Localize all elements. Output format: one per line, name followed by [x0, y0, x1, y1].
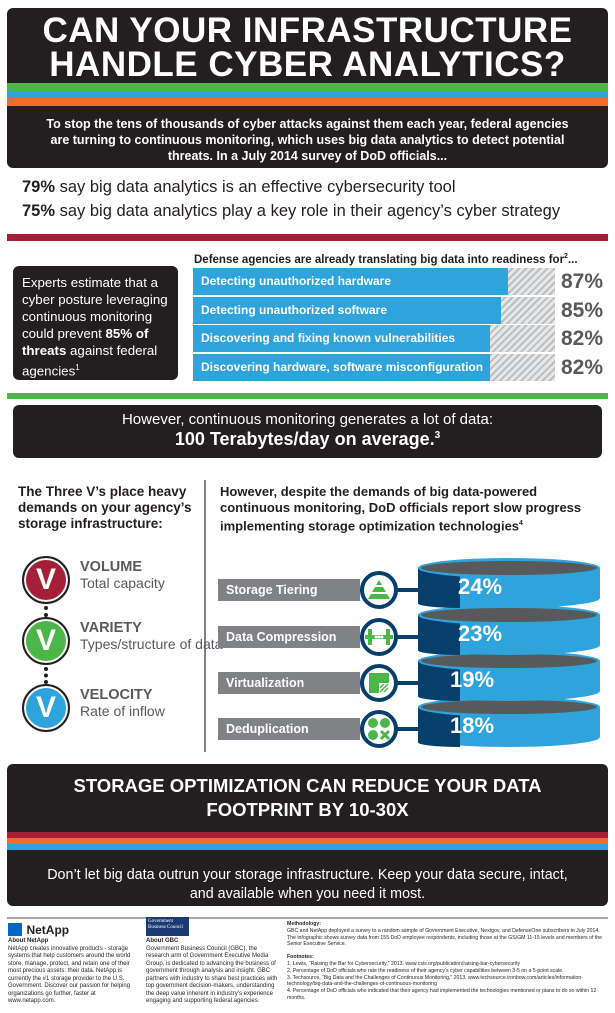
bottom-title: STORAGE OPTIMIZATION CAN REDUCE YOUR DAT… [73, 775, 542, 820]
bar-fill: Discovering hardware, software misconfig… [193, 353, 490, 381]
v-variety-icon: V [22, 617, 70, 665]
storage-value: 18% [450, 713, 495, 738]
footnotes-heading: Footnotes: [287, 954, 314, 961]
footnote: 2. Percentage of DoD officials who rate … [287, 967, 564, 974]
gbc-text: Government Business Council (GBC), the r… [146, 945, 278, 1005]
bar-value: 82% [561, 355, 604, 379]
cylinder-top [418, 605, 600, 625]
terabytes-line: However, continuous monitoring generates… [121, 411, 494, 428]
v-volume-icon: V [22, 556, 70, 604]
gbc-logo: Government Business Council [146, 917, 189, 936]
storage-value: 24% [458, 574, 503, 599]
bottom-text: Don’t let big data outrun your storage i… [47, 867, 568, 902]
compression-icon [360, 618, 398, 656]
stat-line: 79% say big data analytics is an effecti… [22, 178, 456, 196]
readiness-bar-row: Discovering and fixing known vulnerabili… [193, 325, 608, 352]
stat-line: 75% say big data analytics play a key ro… [22, 202, 561, 220]
orange-stripe [7, 98, 608, 106]
v-label: VARIETY Types/structure of data [80, 620, 223, 652]
header-banner: CAN YOUR INFRASTRUCTURE HANDLE CYBER ANAL… [7, 8, 608, 168]
footer-divider [7, 917, 608, 919]
footnote: 1. Lewis, “Raising the Bar for Cybersecu… [287, 960, 521, 967]
storage-title: However, despite the demands of big data… [220, 484, 582, 534]
bar-value: 85% [561, 298, 604, 322]
readiness-bar-row: Discovering hardware, software misconfig… [193, 353, 608, 381]
v-label: VELOCITY Rate of inflow [80, 687, 165, 719]
pyramid-icon [360, 571, 398, 609]
expert-estimate-box: Experts estimate that a cyber posture le… [13, 266, 178, 380]
footnote: 3. Techsource, “Big Data and the Challen… [287, 974, 584, 988]
storage-tech-label: Data Compression [218, 626, 360, 648]
green-stripe [7, 83, 608, 91]
bottom-banner: STORAGE OPTIMIZATION CAN REDUCE YOUR DAT… [7, 764, 608, 906]
divider-bar [7, 393, 608, 399]
orange-stripe [7, 838, 608, 844]
connector-dots [44, 606, 48, 617]
netapp-heading: About NetApp [8, 938, 49, 944]
bar-fill: Detecting unauthorized hardware [193, 268, 508, 295]
storage-value: 23% [458, 621, 503, 646]
storage-cylinder-layer: 24% [418, 558, 600, 608]
deduplication-icon [360, 710, 398, 748]
blue-stripe [7, 91, 608, 98]
divider-bar [7, 234, 608, 241]
methodology-text: GBC and NetApp deployed a survey to a ra… [287, 927, 603, 948]
bar-fill: Detecting unauthorized software [193, 296, 501, 324]
readiness-title: Defense agencies are already translating… [194, 253, 578, 266]
column-divider [204, 480, 206, 752]
red-stripe [7, 832, 608, 838]
blue-stripe [7, 844, 608, 850]
terabytes-value: 100 Terabytes/day on average.3 [174, 429, 441, 449]
bar-value: 82% [561, 327, 604, 350]
storage-cylinder-layer: 19% [418, 651, 600, 701]
methodology-heading: Methodology: [287, 921, 321, 927]
storage-tech-label: Storage Tiering [218, 579, 360, 601]
storage-cylinder-layer: 18% [418, 697, 600, 747]
netapp-logo-icon [8, 923, 22, 937]
netapp-logo: NetApp [8, 921, 69, 939]
connector-dots [44, 667, 48, 684]
storage-tech-label: Deduplication [218, 718, 360, 740]
three-vs-intro: The Three V’s place heavy demands on you… [18, 484, 192, 531]
page-title: CAN YOUR INFRASTRUCTURE HANDLE CYBER ANAL… [42, 11, 573, 84]
footnote: 4. Percentage of DoD officials who indic… [287, 988, 597, 1001]
readiness-bar-row: Detecting unauthorized software 85% [193, 296, 608, 324]
bar-fill: Discovering and fixing known vulnerabili… [193, 325, 490, 352]
intro-text: To stop the tens of thousands of cyber a… [46, 117, 569, 163]
bar-value: 87% [561, 270, 604, 293]
netapp-text: NetApp creates innovative products - sto… [8, 945, 131, 1005]
virtualization-icon [360, 664, 398, 702]
readiness-bar-row: Detecting unauthorized hardware 87% [193, 268, 608, 295]
cylinder-top [418, 558, 600, 578]
storage-tech-label: Virtualization [218, 672, 360, 694]
storage-cylinder-layer: 23% [418, 605, 600, 655]
gbc-heading: About GBC [146, 938, 179, 944]
v-velocity-icon: V [22, 684, 70, 732]
storage-value: 19% [450, 667, 495, 692]
terabytes-box: However, continuous monitoring generates… [13, 405, 602, 458]
v-label: VOLUME Total capacity [80, 559, 165, 591]
